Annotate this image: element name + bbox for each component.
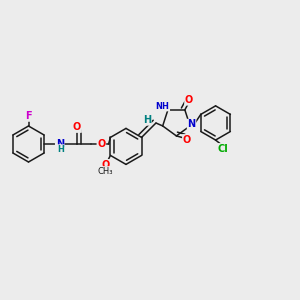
Text: N: N xyxy=(56,139,64,149)
Text: O: O xyxy=(183,135,191,145)
Text: NH: NH xyxy=(156,102,170,111)
Text: H: H xyxy=(57,145,64,154)
Text: F: F xyxy=(25,111,32,121)
Text: Cl: Cl xyxy=(218,144,229,154)
Text: O: O xyxy=(101,160,110,170)
Text: H: H xyxy=(143,115,151,125)
Text: N: N xyxy=(188,119,196,129)
Text: O: O xyxy=(97,139,106,149)
Text: CH₃: CH₃ xyxy=(98,167,113,176)
Text: O: O xyxy=(185,95,193,105)
Text: O: O xyxy=(73,122,81,132)
